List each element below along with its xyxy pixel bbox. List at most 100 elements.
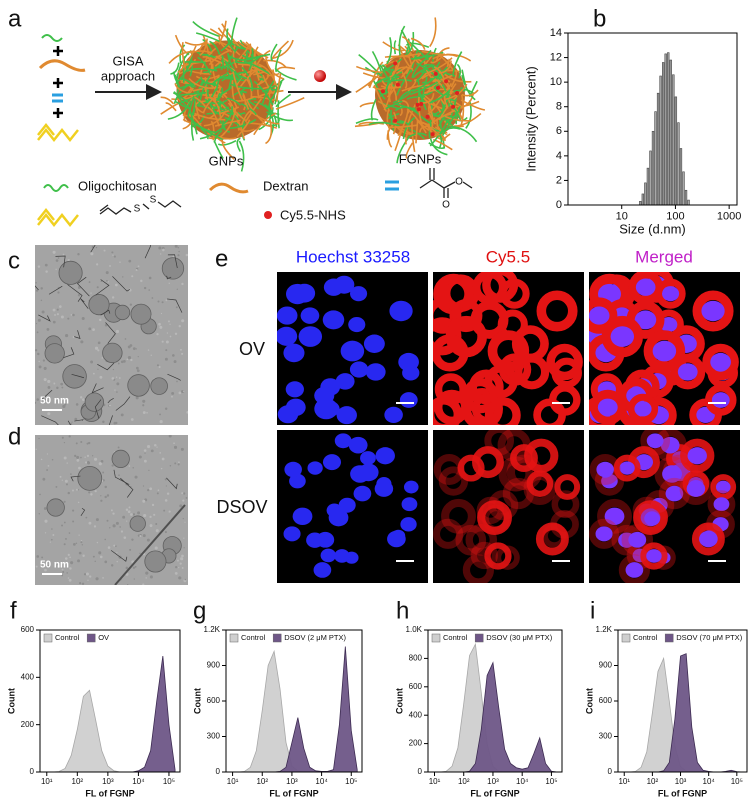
strand — [187, 115, 216, 134]
tem-noise — [134, 475, 138, 479]
tem-noise — [47, 412, 51, 416]
tem-noise — [78, 534, 80, 536]
strand — [389, 124, 418, 129]
tem-noise — [129, 344, 133, 347]
strand — [181, 42, 186, 68]
tem-noise — [56, 313, 59, 316]
x-tick-label: 10⁵ — [345, 777, 357, 786]
strand — [221, 139, 235, 160]
tem-noise — [176, 559, 179, 562]
plot-frame — [617, 629, 748, 773]
tem-noise — [77, 253, 80, 256]
strand — [199, 47, 217, 75]
cell-red — [502, 477, 535, 510]
tem-noise — [40, 458, 43, 461]
tem-noise — [56, 308, 59, 311]
strand — [179, 44, 186, 64]
dye — [395, 82, 400, 87]
tem-noise — [161, 301, 164, 304]
nucleus — [710, 352, 731, 372]
panel-label: g — [193, 597, 206, 624]
strand — [449, 125, 478, 143]
tem-noise — [177, 463, 180, 466]
tem-noise — [178, 576, 182, 580]
tem-noise — [81, 544, 84, 546]
cell-red — [549, 384, 581, 416]
y-tick-label: 600 — [207, 696, 221, 705]
x-tick-label: 10² — [647, 777, 659, 786]
tem-noise — [149, 524, 153, 527]
strand — [268, 95, 275, 119]
cell-red — [523, 472, 557, 506]
strand — [451, 108, 462, 120]
tem-noise — [77, 501, 80, 504]
strand — [236, 68, 259, 86]
tem-noise — [126, 584, 129, 585]
strand — [208, 49, 232, 66]
tem-noise — [81, 316, 85, 321]
oligochitosan-icon — [43, 184, 69, 192]
tem-noise — [76, 459, 80, 462]
tem-noise — [36, 398, 40, 401]
tem-noise — [156, 332, 159, 336]
tem-noise — [85, 572, 89, 576]
tem-noise — [115, 283, 118, 287]
x-axis-label: FL of FGNP — [85, 788, 134, 798]
plot-frame — [567, 32, 738, 206]
nucleus — [336, 406, 357, 425]
tem-noise — [67, 577, 70, 579]
tem-noise — [149, 487, 153, 491]
nucleus — [699, 530, 718, 548]
tem-noise — [72, 509, 75, 512]
tem-noise — [181, 352, 184, 355]
cell-red — [640, 542, 668, 570]
nucleus — [284, 461, 302, 478]
dextran-icon — [208, 182, 249, 194]
tem-noise — [165, 349, 168, 352]
histogram-area — [618, 653, 743, 773]
tem-noise — [85, 461, 88, 464]
cell-red — [589, 454, 621, 485]
strand — [407, 132, 428, 138]
nucleus — [610, 326, 635, 347]
y-tick-label: 4 — [556, 150, 562, 162]
tem-noise — [88, 281, 91, 283]
tem-fiber — [67, 284, 83, 302]
cell-red — [484, 397, 521, 425]
nucleus — [332, 511, 349, 526]
nucleus — [348, 436, 368, 454]
tem-noise — [171, 395, 173, 398]
tem-noise — [38, 437, 40, 440]
tem-noise — [74, 454, 77, 458]
tem-noise — [90, 252, 94, 256]
strand — [226, 28, 236, 52]
tem-noise — [165, 485, 168, 487]
tem-fiber — [167, 373, 181, 381]
tem-noise — [126, 520, 128, 522]
nucleus — [353, 485, 372, 502]
tem-noise — [115, 521, 119, 525]
tem-noise — [148, 469, 150, 472]
tem-noise — [157, 300, 160, 303]
strand — [220, 56, 224, 71]
tem-noise — [108, 404, 112, 407]
tem-noise — [159, 325, 163, 329]
strand — [411, 54, 431, 78]
tem-noise — [117, 362, 120, 365]
tem-noise — [62, 570, 65, 574]
strand — [367, 70, 383, 87]
tem-noise — [109, 265, 111, 267]
cell-red — [497, 430, 531, 462]
tem-noise — [88, 441, 91, 445]
tem-noise — [107, 546, 111, 549]
tem-noise — [63, 442, 66, 444]
tem-fiber — [41, 415, 59, 425]
tem-noise — [122, 515, 126, 519]
tem-noise — [169, 335, 172, 338]
cell-red — [638, 504, 667, 533]
tem-noise — [161, 340, 164, 343]
tem-noise — [86, 454, 90, 457]
strand — [438, 95, 458, 121]
tem-particle — [46, 498, 65, 517]
tem-noise — [84, 456, 86, 458]
